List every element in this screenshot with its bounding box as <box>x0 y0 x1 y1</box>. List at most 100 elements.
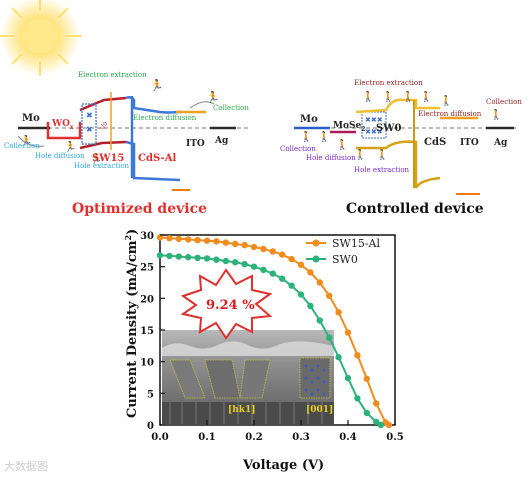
data-point-sw0 <box>203 255 211 262</box>
data-point-sw0 <box>166 252 173 260</box>
data-point-sw15-al <box>373 400 380 407</box>
watermark: 大数据图 <box>4 459 48 473</box>
x-tick-label: 0.1 <box>198 432 215 443</box>
data-point-sw15-al <box>203 237 211 244</box>
data-point-sw15-al <box>213 238 220 245</box>
x-tick-label: 0.5 <box>386 432 403 443</box>
ag-label-right: Ag <box>493 138 508 148</box>
sw15-label: SW15 <box>92 153 124 164</box>
data-point-sw0 <box>297 291 305 298</box>
controlled-caption: Controlled device <box>346 201 484 217</box>
cds-valence <box>125 140 181 182</box>
hole-extraction-label-right: Hole extraction <box>354 166 410 174</box>
collection-left-label-right: Collection <box>280 145 316 153</box>
runner-icons: 🏃 🏃 🏃 🏃 🏃 <box>20 79 220 165</box>
data-point-sw15-al <box>175 235 182 242</box>
y-tick-label: 5 <box>147 389 154 400</box>
y-axis-title: Current Density (mA/cm2) <box>123 229 140 418</box>
legend-entry-sw0: SW0 <box>306 253 358 266</box>
inset-label-001: [001] <box>306 405 333 415</box>
svg-text:🏃: 🏃 <box>150 79 164 92</box>
series-layer <box>156 234 393 429</box>
data-point-sw15-al <box>335 309 342 316</box>
efficiency-burst: 9.24 % <box>180 268 273 340</box>
svg-text:🏃: 🏃 <box>90 152 102 165</box>
optimized-band-diagram: ✖ ✖ Vo 🏃 🏃 🏃 🏃 🏃 Mo WOx SW15 CdS-Al ITO <box>4 71 249 217</box>
x-tick-label: 0.4 <box>339 432 356 443</box>
inset-label-hk1: [hk1] <box>228 405 256 415</box>
data-point-sw15-al <box>326 292 333 299</box>
sw15-bar <box>81 103 97 145</box>
svg-text:🚶: 🚶 <box>382 90 394 103</box>
wox-band <box>46 122 82 140</box>
data-point-sw0 <box>222 257 229 265</box>
data-point-sw15-al <box>232 240 239 248</box>
svg-text:🚶: 🚶 <box>336 138 348 151</box>
svg-text:🚶: 🚶 <box>300 130 312 143</box>
electron-extraction-label-right: Electron extraction <box>354 79 423 87</box>
svg-text:✖✖✖: ✖✖✖ <box>365 116 383 124</box>
y-tick-label: 25 <box>140 263 154 274</box>
data-point-sw0 <box>288 282 295 289</box>
data-point-sw15-al <box>385 421 393 429</box>
data-point-sw0 <box>373 418 380 426</box>
data-point-sw15-al <box>316 279 323 286</box>
y-tick-label: 10 <box>140 358 154 369</box>
y-tick-label: 30 <box>140 231 154 242</box>
svg-text:🚶: 🚶 <box>402 90 414 103</box>
mo-label: Mo <box>22 113 40 124</box>
x-tick-label: 0.3 <box>292 432 309 443</box>
electron-extraction-label: Electron extraction <box>78 71 147 79</box>
data-point-sw15-al <box>279 251 286 258</box>
svg-text:🚶: 🚶 <box>362 90 374 103</box>
sem-inset: [hk1] [001] <box>162 330 334 424</box>
y-tick-label: 20 <box>140 294 154 305</box>
arrow-electron-right <box>189 101 215 109</box>
optimized-caption: Optimized device <box>72 201 207 217</box>
collection-right-label-right: Collection <box>486 98 522 106</box>
svg-text:🚶: 🚶 <box>490 108 502 121</box>
cds-label-right: CdS <box>424 137 446 148</box>
data-point-sw15-al <box>344 329 352 336</box>
data-point-sw0 <box>260 266 267 274</box>
x-tick-label: 0.2 <box>245 432 262 443</box>
data-point-sw0 <box>213 256 220 263</box>
ito-label: ITO <box>186 139 205 149</box>
defect-marks: ✖ <box>86 111 93 120</box>
data-point-sw0 <box>232 259 239 266</box>
x-tick-label: 0.0 <box>151 432 168 443</box>
svg-text:🚶: 🚶 <box>420 90 432 103</box>
data-point-sw15-al <box>297 261 305 268</box>
svg-text:✖: ✖ <box>86 125 93 134</box>
legend-label-sw0: SW0 <box>332 253 358 266</box>
x-axis-title: Voltage (V) <box>242 458 324 473</box>
tick-layer: 0.0 0.1 0.2 0.3 0.4 0.5 0 5 10 15 20 25 30 <box>140 231 404 443</box>
data-point-sw0 <box>363 409 370 417</box>
mo-label-right: Mo <box>300 114 318 125</box>
efficiency-label: 9.24 % <box>206 298 255 313</box>
ito-label-right: ITO <box>460 138 479 148</box>
data-point-sw15-al <box>166 234 173 242</box>
vo-label: Vo <box>99 120 110 132</box>
svg-text:🚶: 🚶 <box>376 148 388 161</box>
hole-diffusion-label-right: Hole diffusion <box>306 154 356 162</box>
data-point-sw15-al <box>194 236 201 244</box>
sw0-valence-band <box>356 140 441 189</box>
hole-diffusion-label: Hole diffusion <box>35 152 85 160</box>
data-point-sw0 <box>354 395 361 402</box>
data-point-sw0 <box>156 252 164 259</box>
data-point-sw0 <box>185 253 192 261</box>
y-tick-label: 15 <box>140 326 154 337</box>
svg-text:🏃: 🏃 <box>64 140 76 153</box>
y-tick-label: 0 <box>147 421 154 432</box>
data-point-sw15-al <box>269 248 276 255</box>
arrow-electron-left <box>17 135 45 147</box>
hole-extraction-label: Hole extraction <box>74 162 130 170</box>
sw0-label: SW0 <box>376 123 401 134</box>
data-point-sw15-al <box>156 234 164 241</box>
collection-right-label: Collection <box>213 104 249 112</box>
data-point-sw15-al <box>307 269 314 276</box>
data-point-sw15-al <box>222 239 229 246</box>
sw15-conduction-band <box>79 96 127 112</box>
controlled-band-diagram: ✖✖✖ ✖✖✖ 🚶 🚶 🚶 🚶 🚶 🚶 🚶 🚶 🚶 🚶 🚶 Mo MoSe2 S… <box>280 79 522 217</box>
